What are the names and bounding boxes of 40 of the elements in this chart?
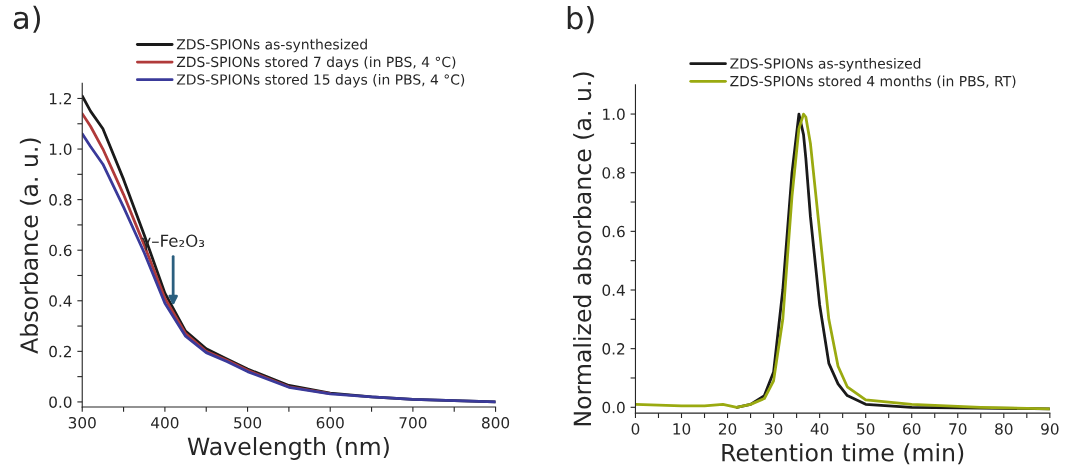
y-tick-label: 0.6 [49, 244, 72, 257]
y-tick-label: 0.0 [602, 401, 625, 414]
y-tick-label: 0.8 [49, 194, 72, 206]
y-tick-label: 0.8 [602, 167, 625, 179]
y-tick-label: 1.2 [49, 92, 71, 105]
chart-title: b) [567, 5, 594, 34]
x-tick-label: 600 [316, 416, 344, 429]
x-tick-label: 90 [1041, 423, 1059, 435]
y-tick-label: 0.4 [602, 284, 625, 297]
x-tick-label: 300 [68, 416, 96, 429]
x-tick-label: 60 [903, 423, 921, 435]
y-tick-label: 1.0 [49, 143, 72, 156]
y-tick-label: 0.2 [49, 345, 71, 358]
y-tick-label: 1.0 [603, 108, 625, 121]
legend-label: ZDS-SPIONs as-synthesized [730, 57, 921, 72]
y-axis-title: Absorbance (a. u.) [19, 138, 41, 354]
x-tick-label: 10 [673, 423, 691, 435]
x-tick-label: 700 [399, 416, 427, 429]
x-tick-label: 40 [810, 423, 829, 435]
x-tick-label: 30 [765, 423, 783, 435]
x-axis-title: Wavelength (nm) [187, 437, 389, 460]
y-tick-label: 0.4 [49, 295, 72, 307]
y-axis-title: Normalized absorbance (a. u.) [573, 72, 595, 426]
x-tick-label: 50 [857, 423, 875, 435]
legend-label: ZDS-SPIONs stored 15 days (in PBS, 4 °C) [176, 74, 465, 88]
chart-title: a) [13, 5, 40, 33]
x-tick-label: 70 [949, 423, 967, 435]
legend-label: ZDS-SPIONs as-synthesized [176, 38, 367, 53]
x-tick-label: 800 [482, 416, 510, 429]
y-tick-label: 0.2 [602, 343, 625, 355]
legend-label: ZDS-SPIONs stored 7 days (in PBS, 4 °C) [176, 56, 456, 70]
x-tick-label: 400 [151, 416, 179, 429]
y-tick-label: 0.6 [602, 225, 625, 238]
x-tick-label: 20 [718, 423, 737, 435]
x-tick-label: 0 [631, 423, 640, 435]
x-axis-title: Retention time (min) [722, 443, 964, 465]
legend-label: ZDS-SPIONs stored 4 months (in PBS, RT) [730, 75, 1016, 88]
y-tick-label: 0.0 [49, 396, 72, 408]
x-tick-label: 500 [234, 416, 262, 429]
x-tick-label: 80 [995, 423, 1013, 435]
